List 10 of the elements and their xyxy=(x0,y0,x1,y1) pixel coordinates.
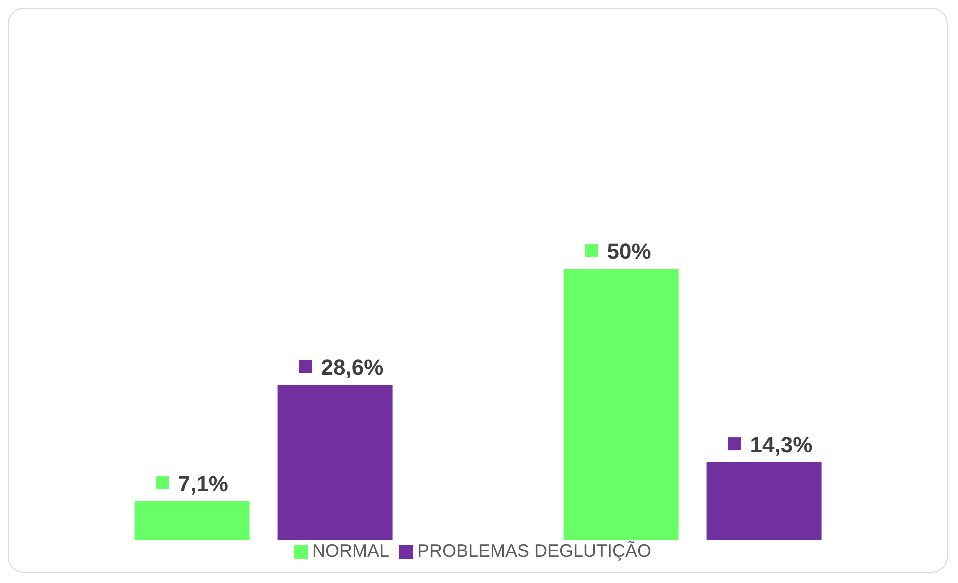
bar xyxy=(278,385,393,540)
bar xyxy=(134,502,250,540)
bar xyxy=(706,462,822,540)
data-label: 50% xyxy=(607,239,652,264)
data-label: 14,3% xyxy=(750,432,813,458)
bar xyxy=(564,269,679,540)
data-label: 28,6% xyxy=(321,355,384,380)
data-label: 7,1% xyxy=(178,472,228,497)
legend-label: NORMAL xyxy=(312,541,390,561)
legend-label: PROBLEMAS DEGLUTIÇÃO xyxy=(417,541,652,561)
